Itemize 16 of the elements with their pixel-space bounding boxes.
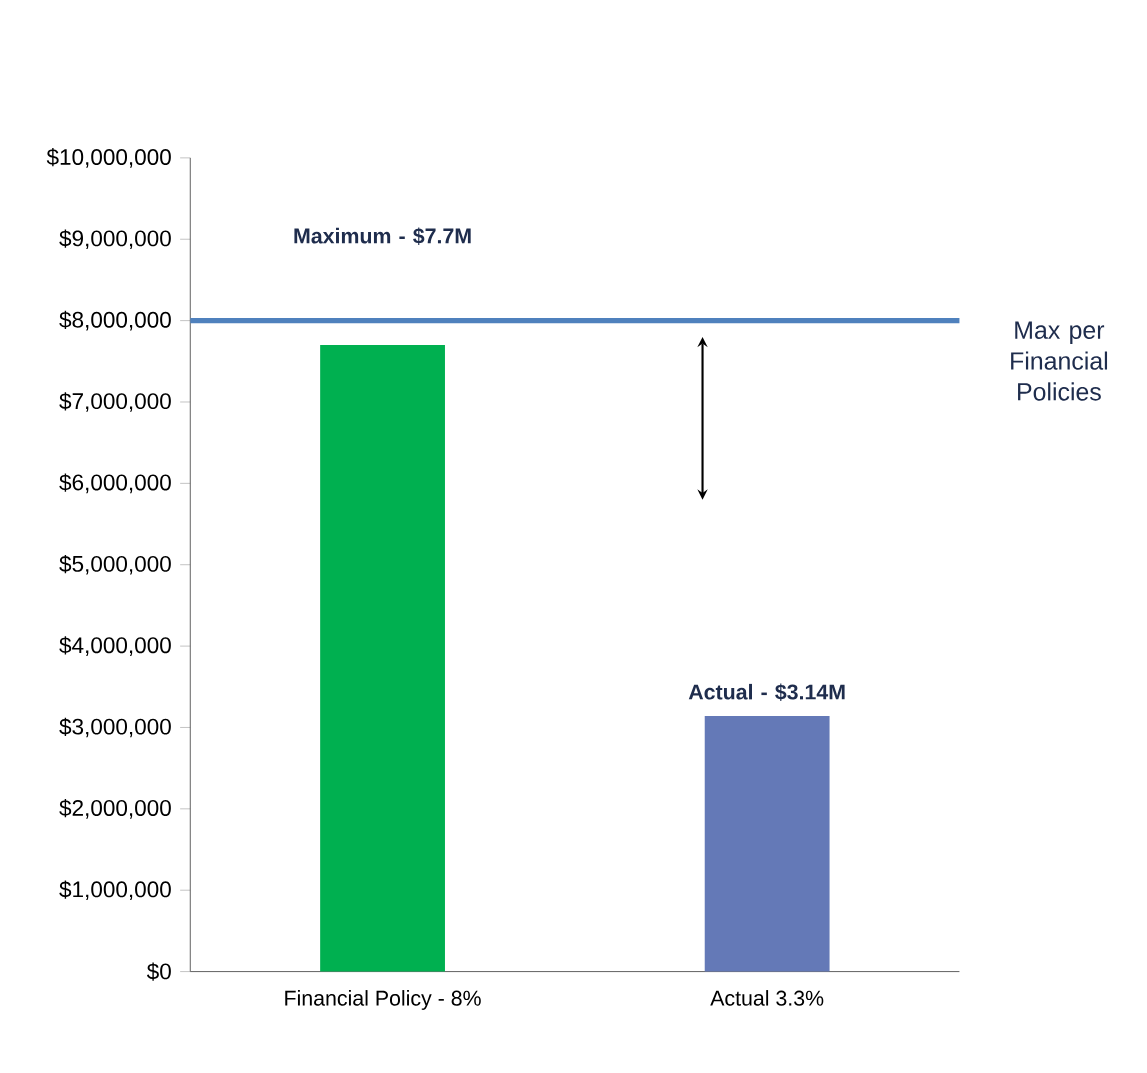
- annotation: Maximum - $7.7M: [294, 227, 471, 246]
- y-tick-label: $2,000,000: [59, 799, 171, 819]
- y-tick-label: $4,000,000: [59, 636, 171, 656]
- ref-line-label: Max per Financial Policies: [1011, 321, 1108, 401]
- x-tick-label: Actual 3.3%: [710, 990, 824, 1006]
- y-tick-label: $7,000,000: [59, 392, 171, 412]
- y-tick-label: $8,000,000: [59, 310, 171, 331]
- y-tick-label: $10,000,000: [46, 148, 171, 168]
- y-tick-label: $1,000,000: [59, 880, 171, 901]
- y-tick-label: $5,000,000: [59, 555, 171, 575]
- x-tick-label: Financial Policy - 8%: [285, 990, 481, 1011]
- y-tick-label: $3,000,000: [59, 717, 171, 738]
- y-tick-label: $0: [146, 962, 171, 981]
- annotation: Actual - $3.14M: [688, 683, 845, 702]
- y-tick-label: $9,000,000: [59, 229, 171, 250]
- y-tick-label: $6,000,000: [59, 473, 171, 494]
